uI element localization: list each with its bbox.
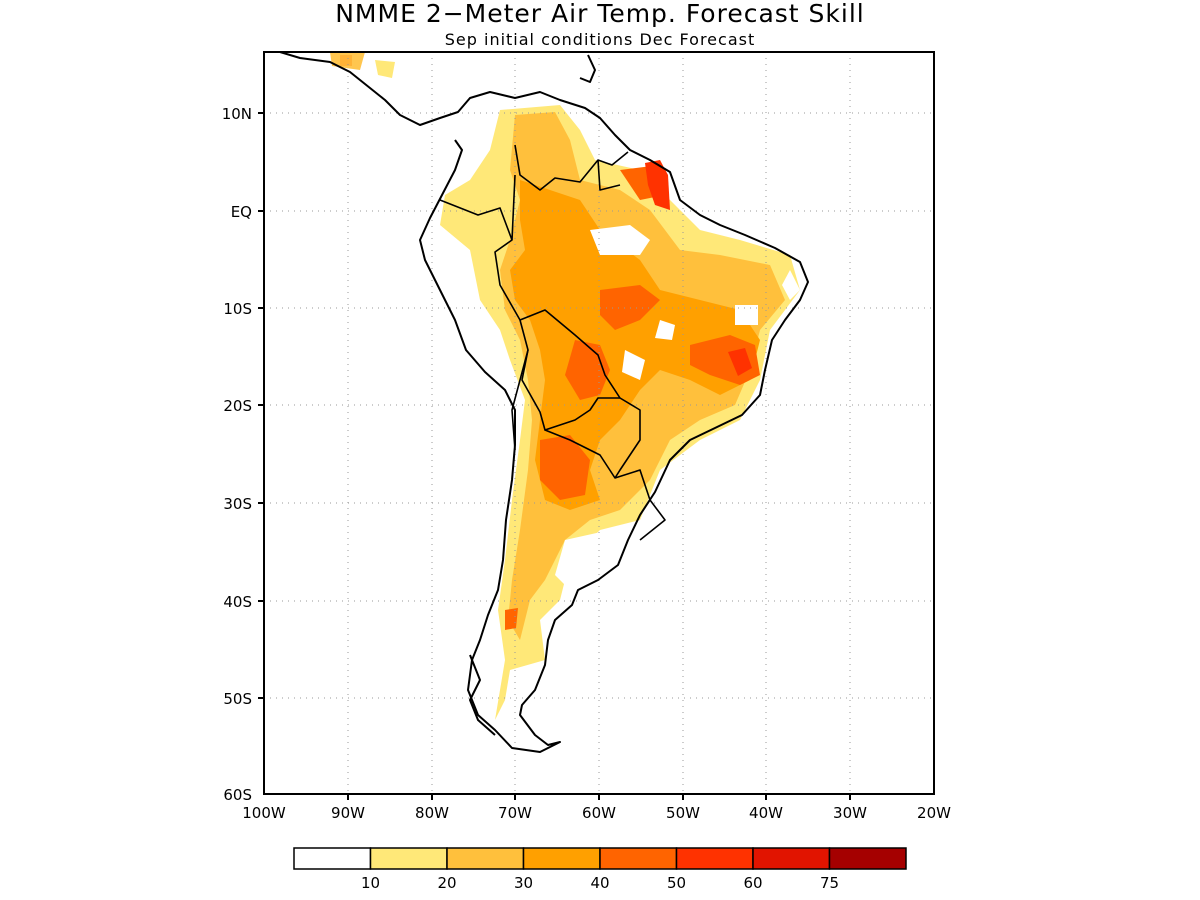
lon-tick-label: 100W: [242, 804, 286, 822]
legend-label: 50: [667, 874, 686, 892]
lon-tick-label: 60W: [582, 804, 616, 822]
coastlines: [279, 52, 809, 753]
lat-tick-label: 40S: [223, 593, 252, 611]
legend-swatch: [828, 847, 907, 870]
lat-tick-label: 10N: [222, 105, 252, 123]
graticule: [264, 52, 934, 794]
legend-label: 20: [437, 874, 456, 892]
lon-tick-label: 70W: [498, 804, 532, 822]
legend-swatch: [293, 847, 372, 870]
color-legend: 10 20 30 40 50 60 75: [293, 847, 907, 892]
lat-tick-label: EQ: [231, 203, 252, 221]
map-subtitle: Sep initial conditions Dec Forecast: [445, 30, 755, 49]
legend-swatch: [369, 847, 448, 870]
legend-label: 10: [361, 874, 380, 892]
legend-label: 75: [820, 874, 839, 892]
legend-label: 40: [590, 874, 609, 892]
lat-tick-label: 30S: [223, 495, 252, 513]
legend-swatch: [599, 847, 678, 870]
lon-tick-label: 20W: [917, 804, 951, 822]
latitude-axis: 10N EQ 10S 20S 30S 40S 50S 60S: [222, 105, 264, 804]
lon-tick-label: 30W: [833, 804, 867, 822]
lat-tick-label: 60S: [223, 786, 252, 804]
map-title: NMME 2−Meter Air Temp. Forecast Skill: [335, 0, 865, 28]
lon-tick-label: 80W: [415, 804, 449, 822]
lon-tick-label: 40W: [749, 804, 783, 822]
longitude-axis: 100W 90W 80W 70W 60W 50W 40W 30W 20W: [242, 794, 951, 822]
lon-tick-label: 90W: [331, 804, 365, 822]
legend-swatch: [446, 847, 525, 870]
skill-shading: [330, 52, 800, 720]
legend-swatch: [522, 847, 601, 870]
legend-swatch: [675, 847, 754, 870]
lat-tick-label: 10S: [223, 300, 252, 318]
legend-label: 60: [743, 874, 762, 892]
legend-label: 30: [514, 874, 533, 892]
legend-swatch: [752, 847, 831, 870]
lon-tick-label: 50W: [666, 804, 700, 822]
lat-tick-label: 50S: [223, 690, 252, 708]
lat-tick-label: 20S: [223, 397, 252, 415]
